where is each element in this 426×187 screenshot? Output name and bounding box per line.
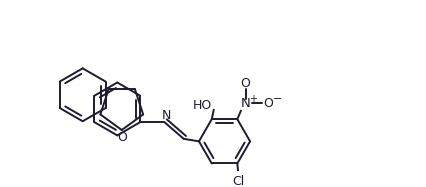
Text: Cl: Cl (232, 175, 244, 187)
Text: N: N (161, 109, 170, 122)
Text: +: + (248, 94, 256, 104)
Text: N: N (240, 97, 250, 110)
Text: O: O (263, 97, 273, 110)
Text: −: − (272, 94, 282, 104)
Text: O: O (117, 131, 127, 144)
Text: HO: HO (193, 99, 212, 112)
Text: O: O (240, 77, 250, 90)
